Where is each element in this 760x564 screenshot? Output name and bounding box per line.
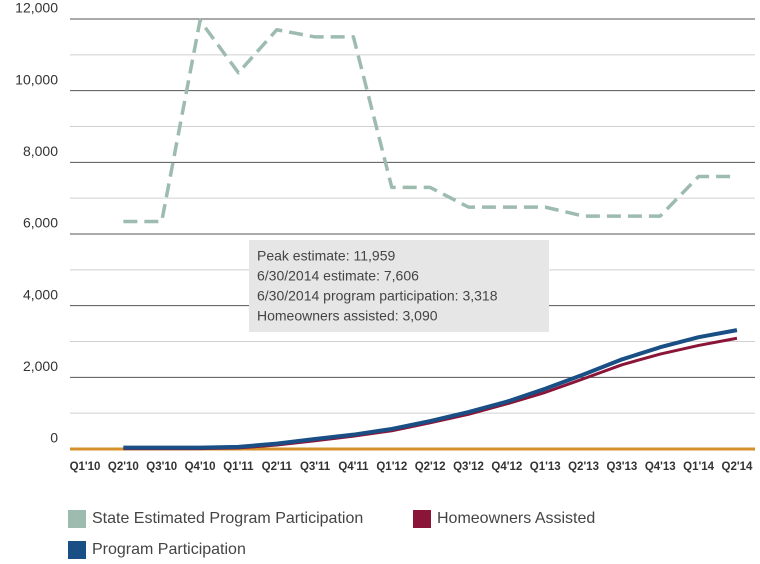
legend-swatch (413, 510, 431, 528)
x-tick-label: Q1'10 (70, 461, 101, 473)
x-tick-label: Q4'10 (185, 461, 216, 473)
y-tick-label: 4,000 (23, 286, 58, 302)
y-tick-label: 0 (50, 430, 58, 446)
x-tick-label: Q2'11 (262, 461, 293, 473)
x-tick-label: Q2'14 (722, 461, 753, 473)
x-tick-label: Q3'12 (453, 461, 484, 473)
series-line (123, 328, 738, 450)
x-tick-label: Q2'13 (568, 461, 599, 473)
x-tick-label: Q3'11 (300, 461, 331, 473)
x-tick-label: Q1'12 (376, 461, 407, 473)
annotation-text: 6/30/2014 program participation: 3,318 (257, 288, 498, 304)
x-tick-label: Q3'10 (146, 461, 177, 473)
x-tick-label: Q4'11 (338, 461, 369, 473)
y-tick-label: 2,000 (23, 358, 58, 374)
y-tick-label: 12,000 (15, 0, 58, 16)
legend-label: Program Participation (92, 541, 246, 558)
x-tick-label: Q2'10 (108, 461, 139, 473)
x-tick-label: Q4'12 (491, 461, 522, 473)
annotation-text: Peak estimate: 11,959 (257, 248, 395, 264)
x-tick-label: Q1'14 (683, 461, 714, 473)
annotation-text: Homeowners assisted: 3,090 (257, 308, 438, 324)
legend-label: Homeowners Assisted (437, 510, 595, 527)
x-tick-label: Q3'13 (606, 461, 637, 473)
x-tick-label: Q4'13 (645, 461, 676, 473)
annotation-text: 6/30/2014 estimate: 7,606 (257, 268, 419, 284)
x-tick-label: Q1'11 (223, 461, 254, 473)
y-tick-label: 6,000 (23, 215, 58, 231)
legend-swatch (68, 510, 86, 528)
series-line (123, 18, 737, 224)
legend-swatch (68, 541, 86, 559)
legend-label: State Estimated Program Participation (92, 510, 363, 527)
series-line (123, 336, 738, 451)
x-tick-label: Q1'13 (530, 461, 561, 473)
x-tick-label: Q2'12 (415, 461, 446, 473)
annotation-box (249, 240, 549, 332)
y-tick-label: 10,000 (15, 71, 58, 87)
y-tick-label: 8,000 (23, 143, 58, 159)
